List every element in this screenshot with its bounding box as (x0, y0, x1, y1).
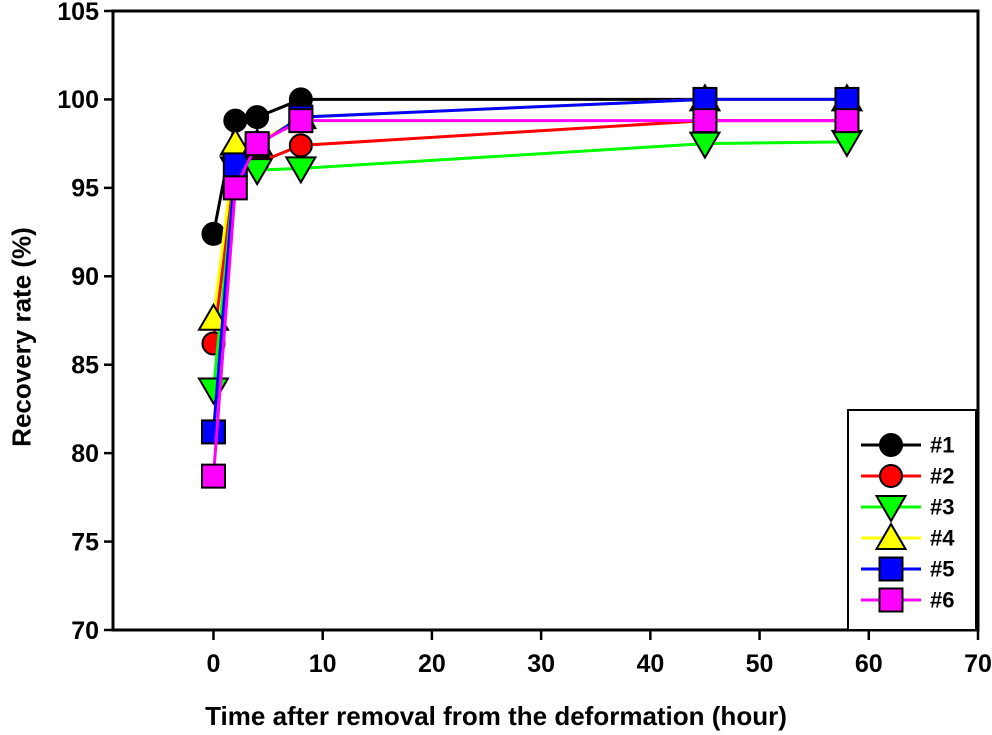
y-tick-label: 75 (71, 528, 99, 556)
y-tick-label: 100 (57, 86, 99, 114)
y-axis-title: Recovery rate (%) (6, 227, 37, 447)
square-marker (834, 108, 860, 134)
triangle-down-marker (284, 156, 318, 185)
y-tick-label: 80 (71, 440, 99, 468)
legend-label: #5 (930, 557, 954, 582)
triangle-down-marker (197, 377, 230, 406)
series-3 (197, 129, 864, 406)
series-6 (200, 108, 860, 489)
y-tick-label: 70 (71, 617, 99, 645)
triangle-down-marker (240, 158, 274, 187)
legend-square-marker (878, 556, 904, 582)
y-tick-label: 105 (57, 0, 99, 26)
legend-label: #6 (930, 588, 954, 613)
legend-box (847, 409, 977, 631)
series-line (211, 119, 847, 477)
series-line (211, 140, 847, 390)
x-tick-label: 10 (309, 650, 337, 678)
y-tick-label: 90 (71, 263, 99, 291)
x-tick-label: 30 (527, 650, 555, 678)
x-tick-label: 70 (964, 650, 992, 678)
square-marker (692, 86, 718, 112)
square-marker (244, 131, 270, 157)
y-tick-label: 95 (71, 175, 99, 203)
circle-marker (245, 105, 270, 130)
x-tick-label: 40 (636, 650, 664, 678)
legend-label: #1 (930, 433, 954, 458)
plot-frame (111, 9, 980, 632)
square-marker (692, 108, 718, 134)
circle-marker (201, 221, 226, 246)
square-marker (834, 86, 860, 112)
x-tick-label: 0 (207, 650, 221, 678)
circle-marker (288, 133, 313, 158)
x-tick-label: 20 (418, 650, 446, 678)
square-marker (222, 175, 248, 201)
square-marker (200, 419, 226, 445)
legend-triangle-up-marker (874, 522, 908, 550)
x-tick-label: 50 (746, 650, 774, 678)
y-tick-label: 85 (71, 351, 99, 379)
x-tick-label: 60 (855, 650, 883, 678)
x-axis-title: Time after removal from the deformation … (205, 701, 787, 731)
legend-label: #3 (930, 495, 954, 520)
triangle-up-marker (197, 302, 230, 331)
legend: #1 #2 #3 #4 #5 #6 (847, 409, 977, 631)
series-2 (201, 108, 859, 356)
legend-circle-marker (879, 433, 903, 457)
square-marker (200, 463, 226, 489)
square-marker (288, 108, 314, 134)
legend-square-marker (878, 587, 904, 613)
legend-circle-marker (879, 464, 903, 488)
legend-triangle-down-marker (874, 495, 908, 523)
legend-label: #4 (930, 526, 955, 551)
legend-label: #2 (930, 464, 954, 489)
